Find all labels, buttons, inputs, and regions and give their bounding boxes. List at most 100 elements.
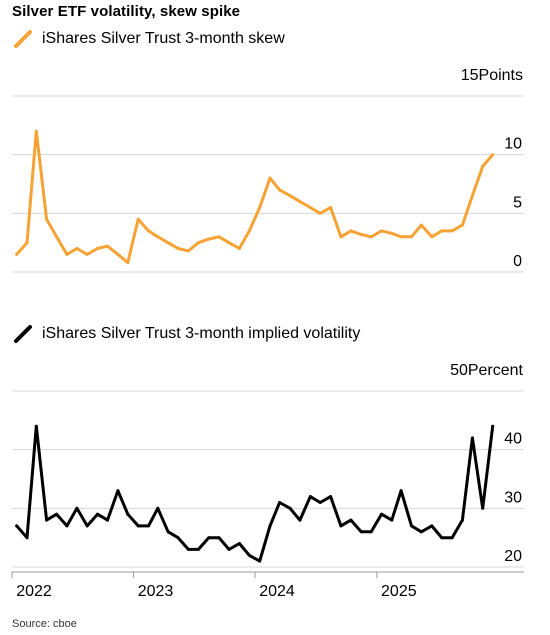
skew-data-point xyxy=(237,247,241,250)
skew-data-point xyxy=(85,252,89,256)
skew-data-point xyxy=(126,261,130,265)
skew-data-point xyxy=(227,241,231,245)
iv-data-point xyxy=(399,489,403,493)
skew-data-point xyxy=(55,235,59,239)
iv-data-point xyxy=(450,536,454,540)
skew-data-point xyxy=(419,223,423,227)
iv-data-point xyxy=(217,536,221,540)
skew-top-tick-label: 15 xyxy=(460,67,479,84)
skew-data-point xyxy=(75,247,79,250)
iv-series-line xyxy=(15,424,495,563)
iv-tick-label: 20 xyxy=(504,548,522,565)
skew-data-point xyxy=(369,235,373,239)
x-tick-label: 2022 xyxy=(16,583,52,600)
iv-data-point xyxy=(65,524,69,528)
skew-legend: iShares Silver Trust 3-month skew xyxy=(12,28,285,50)
skew-data-point xyxy=(288,194,292,198)
iv-data-point xyxy=(15,524,19,528)
iv-data-point xyxy=(85,524,89,528)
iv-data-point xyxy=(147,524,150,528)
iv-data-point xyxy=(268,524,272,528)
skew-data-point xyxy=(470,194,474,198)
skew-data-point xyxy=(116,252,120,256)
skew-data-point xyxy=(258,206,262,209)
skew-data-point xyxy=(440,229,444,233)
iv-data-point xyxy=(430,524,434,528)
iv-data-point xyxy=(258,559,262,563)
iv-data-point xyxy=(380,512,383,516)
iv-tick-label: 40 xyxy=(504,431,522,448)
iv-data-point xyxy=(359,530,363,534)
iv-data-point xyxy=(75,506,79,510)
skew-data-point xyxy=(186,249,190,253)
iv-data-point xyxy=(106,518,109,522)
iv-data-point xyxy=(247,553,251,557)
skew-data-point xyxy=(65,252,69,256)
skew-data-point xyxy=(176,247,180,250)
iv-data-point xyxy=(390,518,394,522)
chart-title: Silver ETF volatility, skew spike xyxy=(12,3,241,20)
iv-data-point xyxy=(491,424,495,428)
iv-unit-text: Percent xyxy=(467,362,523,379)
iv-unit-label: 50Percent xyxy=(450,362,523,380)
skew-data-point xyxy=(481,164,485,168)
iv-data-point xyxy=(176,536,180,540)
iv-data-point xyxy=(339,524,343,528)
skew-data-point xyxy=(460,223,464,227)
skew-data-point xyxy=(339,235,343,239)
skew-data-point xyxy=(399,235,403,239)
skew-data-point xyxy=(450,229,454,233)
iv-data-point xyxy=(298,518,302,522)
iv-data-point xyxy=(207,536,211,540)
iv-top-tick-label: 50 xyxy=(450,362,468,379)
iv-data-point xyxy=(481,506,485,510)
skew-data-point xyxy=(298,200,302,204)
iv-data-point xyxy=(136,524,140,528)
iv-data-point xyxy=(196,547,200,551)
source-note: Source: cboe xyxy=(12,618,77,630)
iv-data-point xyxy=(308,495,312,499)
iv-data-point xyxy=(329,495,333,499)
skew-data-point xyxy=(45,217,49,221)
iv-data-point xyxy=(369,530,373,534)
skew-unit-label: 15Points xyxy=(461,67,523,85)
iv-legend-label: iShares Silver Trust 3-month implied vol… xyxy=(42,325,361,342)
skew-tick-label: 0 xyxy=(513,253,522,270)
skew-data-point xyxy=(491,153,495,157)
iv-data-point xyxy=(34,424,38,428)
skew-data-point xyxy=(15,252,19,256)
iv-data-point xyxy=(156,506,160,510)
skew-data-point xyxy=(106,244,109,248)
skew-legend-swatch xyxy=(14,30,32,48)
iv-data-point xyxy=(45,518,49,522)
iv-data-point xyxy=(318,501,322,504)
skew-data-point xyxy=(96,247,99,250)
skew-tick-label: 10 xyxy=(504,136,522,153)
iv-data-point xyxy=(237,542,241,545)
skew-unit-text: Points xyxy=(478,67,523,84)
iv-data-point xyxy=(410,524,413,528)
iv-data-point xyxy=(278,501,282,504)
iv-data-point xyxy=(440,536,444,540)
iv-data-point xyxy=(126,512,130,516)
x-tick-label: 2025 xyxy=(381,583,417,600)
x-tick-label: 2023 xyxy=(138,583,174,600)
skew-data-point xyxy=(268,176,272,180)
skew-data-point xyxy=(308,206,312,209)
iv-tick-label: 30 xyxy=(504,489,522,506)
skew-data-point xyxy=(410,235,413,239)
iv-data-point xyxy=(166,530,170,534)
x-tick-label: 2024 xyxy=(259,583,295,600)
skew-data-point xyxy=(147,229,150,233)
iv-data-point xyxy=(96,512,99,516)
skew-data-point xyxy=(318,211,322,215)
skew-data-point xyxy=(136,217,140,221)
iv-legend: iShares Silver Trust 3-month implied vol… xyxy=(12,323,360,345)
skew-data-point xyxy=(390,231,394,235)
skew-data-point xyxy=(430,235,434,239)
skew-data-point xyxy=(25,241,29,245)
skew-data-point xyxy=(217,235,221,239)
iv-data-point xyxy=(25,536,29,540)
skew-data-point xyxy=(359,233,363,236)
